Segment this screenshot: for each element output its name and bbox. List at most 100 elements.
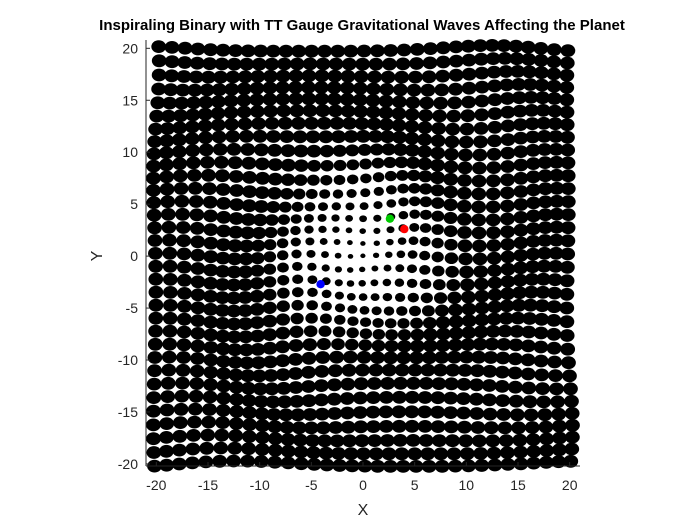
lattice-particle (417, 121, 433, 134)
lattice-particle (250, 329, 265, 343)
lattice-particle (537, 234, 553, 247)
lattice-particle (318, 130, 334, 144)
lattice-particle (383, 156, 397, 169)
lattice-particle (265, 44, 281, 58)
lattice-particle (340, 104, 356, 118)
lattice-particle (301, 380, 316, 393)
lattice-particle (421, 351, 437, 365)
lattice-particle (408, 305, 422, 317)
lattice-particle (524, 273, 540, 286)
lattice-particle (485, 434, 501, 448)
lattice-particle (470, 364, 485, 378)
lattice-particle (359, 202, 369, 211)
lattice-particle (461, 290, 476, 304)
lattice-particle (487, 134, 502, 148)
lattice-particle (242, 418, 257, 431)
lattice-particle (404, 390, 420, 404)
lattice-particle (190, 301, 206, 315)
lattice-particle (277, 57, 292, 71)
lattice-particle (369, 143, 384, 156)
lattice-particle (346, 159, 360, 171)
lattice-particle (445, 122, 461, 136)
lattice-particle (436, 327, 451, 341)
lattice-particle (432, 279, 446, 291)
lattice-particle (224, 82, 240, 96)
lattice-particle (159, 182, 175, 196)
lattice-particle (345, 214, 354, 222)
lattice-particle (305, 130, 321, 144)
lattice-particle (417, 405, 433, 419)
lattice-particle (418, 170, 433, 183)
lattice-particle (417, 145, 433, 159)
lattice-particle (225, 70, 241, 84)
lattice-particle (473, 265, 489, 278)
lattice-particle (419, 96, 435, 110)
lattice-particle (457, 161, 473, 175)
lattice-particle (366, 391, 381, 404)
lattice-particle (448, 68, 464, 82)
lattice-particle (548, 260, 563, 273)
lattice-particle (379, 391, 394, 404)
lattice-particle (147, 364, 162, 378)
x-tick-label: -5 (305, 477, 318, 493)
lattice-particle (203, 378, 218, 392)
lattice-particle (326, 392, 342, 406)
lattice-particle (564, 407, 580, 420)
lattice-particle (419, 183, 433, 195)
lattice-particle (210, 118, 226, 132)
lattice-particle (305, 237, 315, 246)
lattice-particle (215, 317, 230, 330)
lattice-particle (474, 94, 490, 108)
lattice-particle (370, 293, 380, 302)
lattice-particle (507, 352, 523, 366)
lattice-particle (148, 259, 164, 273)
lattice-particle (373, 214, 382, 222)
lattice-particle (334, 266, 343, 273)
lattice-particle (486, 446, 502, 460)
lattice-particle (560, 208, 576, 222)
lattice-particle (228, 44, 243, 57)
lattice-particle (215, 43, 231, 57)
lattice-particle (172, 169, 188, 183)
lattice-particle (159, 458, 174, 472)
lattice-particle (211, 83, 227, 97)
lattice-particle (160, 390, 176, 403)
lattice-particle (486, 251, 502, 265)
lattice-particle (177, 299, 192, 313)
lattice-particle (513, 445, 528, 459)
lattice-particle (534, 312, 549, 326)
lattice-particle (189, 56, 205, 70)
lattice-particle (290, 408, 306, 422)
lattice-particle (431, 210, 445, 222)
lattice-particle (474, 66, 490, 80)
lattice-particle (275, 368, 291, 381)
lattice-particle (513, 185, 529, 198)
lattice-particle (548, 143, 564, 156)
lattice-particle (359, 305, 370, 315)
lattice-particle (172, 157, 188, 171)
lattice-particle (146, 147, 162, 161)
lattice-particle (485, 52, 501, 65)
lattice-particle (176, 70, 192, 83)
lattice-particle (549, 220, 565, 234)
lattice-particle (409, 222, 420, 232)
lattice-particle (239, 356, 255, 370)
lattice-particle (393, 376, 408, 390)
lattice-particle (474, 277, 489, 291)
lattice-particle (229, 380, 244, 394)
lattice-particle (177, 287, 192, 300)
lattice-particle (301, 394, 317, 408)
lattice-particle (172, 121, 188, 135)
lattice-particle (484, 337, 500, 351)
lattice-particle (226, 278, 242, 292)
lattice-particle (499, 299, 515, 313)
lattice-particle (203, 341, 219, 354)
lattice-particle (533, 340, 549, 354)
lattice-particle (146, 404, 161, 418)
lattice-particle (549, 168, 565, 182)
lattice-particle (328, 364, 343, 378)
lattice-particle (448, 40, 464, 54)
lattice-particle (301, 81, 316, 94)
lattice-particle (561, 356, 576, 370)
lattice-particle (290, 225, 301, 236)
